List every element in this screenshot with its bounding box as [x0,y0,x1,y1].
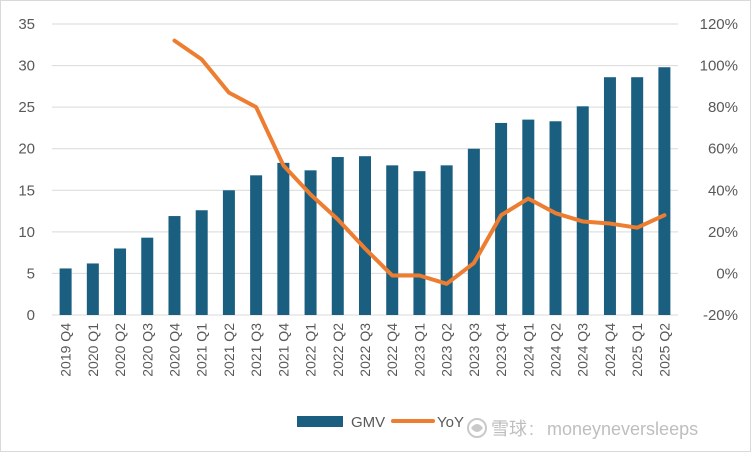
yoy-line-group [172,38,667,286]
gmv-bar [168,216,181,315]
x-tick-label: 2022 Q2 [330,323,346,377]
watermark-separator: : [529,419,534,439]
legend: GMV YoY [297,414,464,431]
right-tick-label: 40% [708,182,738,199]
right-tick-label: 80% [708,99,738,116]
gmv-bars [59,67,671,315]
x-tick-label: 2024 Q4 [602,323,618,377]
right-tick-label: 100% [700,58,738,75]
x-tick-label: 2025 Q1 [629,323,645,377]
x-tick-label: 2022 Q1 [303,323,319,377]
gmv-bar [603,77,616,315]
x-tick-label: 2025 Q2 [656,323,672,377]
right-tick-label: 0% [716,265,738,282]
x-tick-label: 2021 Q3 [248,323,264,377]
left-tick-label: 5 [27,265,35,282]
left-tick-label: 10 [18,224,35,241]
x-tick-label: 2023 Q1 [411,323,427,377]
legend-gmv-swatch [297,416,343,427]
gmv-bar [359,156,371,315]
x-tick-label: 2023 Q4 [493,323,509,377]
gmv-bar [522,119,535,315]
gmv-bar [413,171,426,315]
left-tick-label: 35 [18,16,35,33]
gmv-bar [277,162,290,315]
left-tick-label: 25 [18,99,35,116]
left-tick-label: 30 [18,58,35,75]
right-axis-ticks: -20% 0% 20% 40% 60% 80% 100% 120% [700,16,738,324]
snowball-logo-icon [467,418,487,438]
left-tick-label: 15 [18,182,35,199]
x-tick-label: 2024 Q2 [548,323,564,377]
left-tick-label: 0 [27,307,35,324]
gmv-bar [195,210,208,315]
gmv-bar [141,237,154,315]
x-tick-label: 2021 Q1 [194,323,210,377]
gmv-bar [304,170,317,315]
category-axis-ticks: 2019 Q4 2020 Q1 2020 Q2 2020 Q3 2020 Q4 2021 … [58,323,673,377]
gmv-bar [658,67,671,315]
gmv-bar [250,175,263,315]
x-tick-label: 2020 Q2 [112,323,128,377]
right-tick-label: -20% [703,307,738,324]
x-tick-label: 2022 Q3 [357,323,373,377]
gmv-bar [631,77,644,315]
gmv-bar [59,268,72,315]
watermark-user: moneyneversleeps [547,419,698,439]
x-tick-label: 2021 Q2 [221,323,237,377]
gmv-bar [86,263,99,315]
x-tick-label: 2020 Q1 [85,323,101,377]
gmv-bar [114,248,127,315]
x-tick-label: 2023 Q2 [439,323,455,377]
right-tick-label: 120% [700,16,738,33]
x-tick-label: 2022 Q4 [384,323,400,377]
right-tick-label: 20% [708,224,738,241]
yoy-line [172,38,667,286]
gmv-bar [440,165,453,315]
legend-yoy-label: YoY [437,414,464,431]
watermark: 雪球 : moneyneversleeps [467,418,698,439]
left-axis-ticks: 0 5 10 15 20 25 30 35 [18,16,35,324]
x-tick-label: 2023 Q3 [466,323,482,377]
gmv-bar [386,165,399,315]
x-tick-label: 2020 Q4 [166,323,182,377]
gmv-bar [467,148,480,315]
x-tick-label: 2019 Q4 [58,323,74,377]
gmv-bar [576,106,589,315]
gmv-bar [549,121,562,315]
x-tick-label: 2024 Q3 [575,323,591,377]
x-tick-label: 2020 Q3 [139,323,155,377]
legend-gmv-label: GMV [351,414,385,431]
left-tick-label: 20 [18,141,35,158]
gmv-bar [331,157,344,315]
right-tick-label: 60% [708,141,738,158]
gmv-bar [222,190,235,315]
x-tick-label: 2021 Q4 [275,323,291,377]
x-tick-label: 2024 Q1 [520,323,536,377]
watermark-brand: 雪球 [491,419,527,439]
